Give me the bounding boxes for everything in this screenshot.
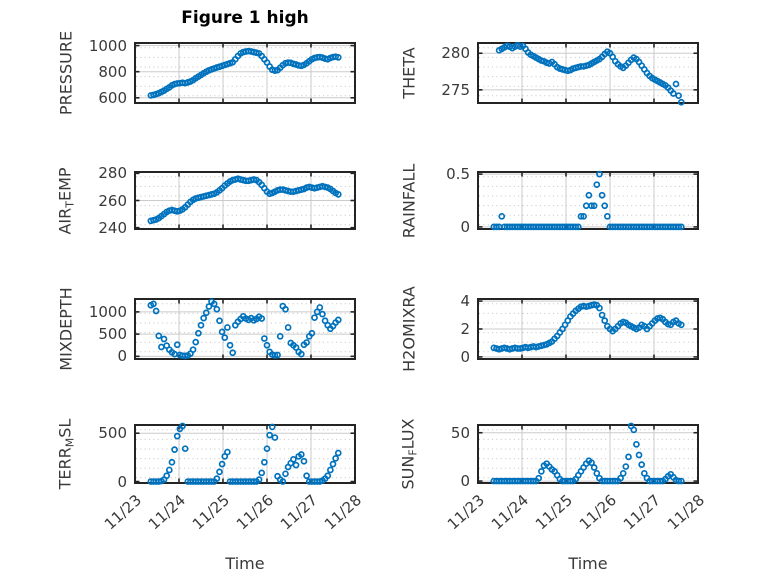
scatter-series-rainfall: [490, 170, 685, 231]
plot-h2omixra: [477, 298, 699, 360]
y-axis-label-theta: THETA: [399, 47, 419, 99]
y-tick-label-pressure: 600: [98, 88, 127, 107]
y-tick-label-sun-flux: 0: [460, 472, 470, 491]
y-axis-label-terr-msl: TERRMSL: [55, 418, 77, 490]
y-tick-label-terr-msl: 0: [117, 472, 127, 491]
x-axis-title-right: Time: [568, 554, 608, 573]
scatter-series-terr-msl: [147, 422, 342, 485]
y-axis-label-mixdepth: MIXDEPTH: [56, 287, 76, 371]
y-axis-label-rainfall: RAINFALL: [399, 163, 419, 238]
y-tick-label-h2omixra: 2: [460, 320, 470, 338]
plot-canvas-theta: [477, 41, 699, 106]
y-tick-label-mixdepth: 0: [117, 347, 127, 366]
y-tick-label-theta: 275: [441, 80, 470, 99]
y-tick-label-sun-flux: 50: [450, 423, 470, 442]
plot-canvas-sun-flux: [477, 422, 699, 485]
y-tick-label-pressure: 800: [98, 62, 127, 81]
y-tick-label-rainfall: 0: [460, 217, 470, 236]
plot-terr-msl: [134, 422, 356, 485]
x-axis-title-left: Time: [225, 554, 265, 573]
plot-canvas-air-temp: [134, 171, 356, 230]
y-tick-label-mixdepth: 1000: [88, 302, 127, 321]
plot-canvas-pressure: [134, 42, 356, 104]
scatter-series-sun-flux: [490, 422, 685, 485]
y-tick-label-h2omixra: 0: [460, 347, 470, 366]
scatter-series-h2omixra: [490, 301, 685, 353]
scatter-series-mixdepth: [147, 298, 342, 360]
y-tick-label-rainfall: 0.5: [446, 165, 470, 184]
plot-canvas-h2omixra: [477, 298, 699, 360]
plot-canvas-terr-msl: [134, 422, 356, 485]
y-tick-label-terr-msl: 500: [98, 424, 127, 443]
plot-canvas-mixdepth: [134, 298, 356, 360]
y-tick-label-air-temp: 280: [98, 164, 127, 183]
y-tick-label-air-temp: 240: [98, 218, 127, 237]
y-axis-label-air-temp: AIRTEMP: [55, 166, 77, 235]
y-tick-label-theta: 280: [441, 44, 470, 63]
plot-pressure: [134, 42, 356, 104]
y-axis-label-h2omixra: H2OMIXRA: [399, 286, 419, 372]
scatter-series-air-temp: [147, 175, 342, 225]
y-axis-label-sun-flux: SUNFLUX: [398, 418, 420, 490]
plot-sun-flux: [477, 422, 699, 485]
plot-air-temp: [134, 171, 356, 230]
scatter-series-theta: [495, 41, 685, 106]
y-axis-label-pressure: PRESSURE: [56, 30, 76, 116]
plot-mixdepth: [134, 298, 356, 360]
y-tick-label-mixdepth: 500: [98, 325, 127, 344]
y-tick-label-h2omixra: 4: [460, 292, 470, 311]
scatter-series-pressure: [147, 47, 342, 99]
plot-rainfall: [477, 170, 699, 231]
y-tick-label-pressure: 1000: [88, 36, 127, 55]
figure-title: Figure 1 high: [181, 8, 309, 28]
y-tick-label-air-temp: 260: [98, 191, 127, 210]
plot-canvas-rainfall: [477, 170, 699, 231]
plot-theta: [477, 41, 699, 106]
